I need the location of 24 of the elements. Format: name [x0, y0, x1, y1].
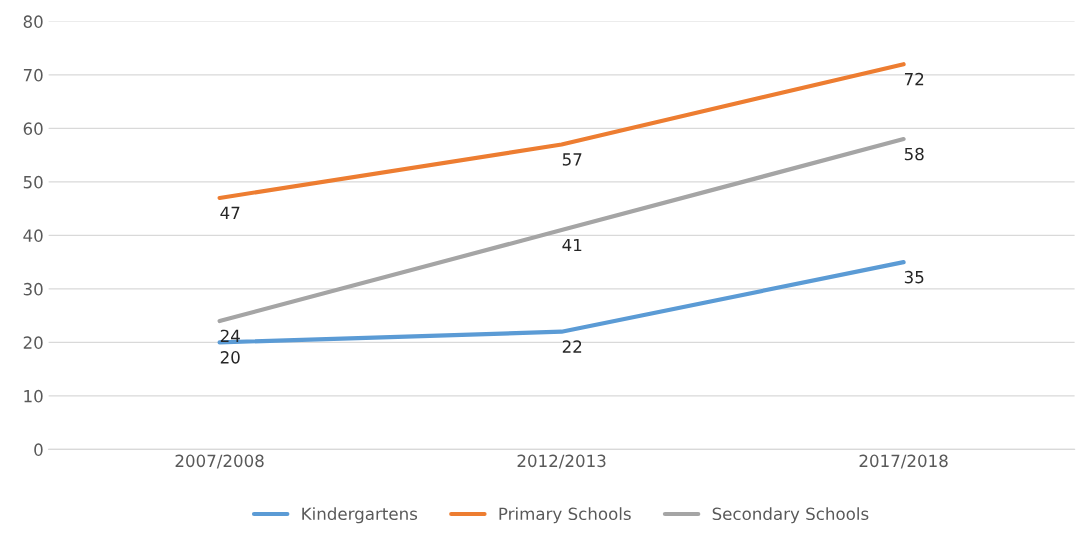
- data-label: 41: [562, 238, 582, 252]
- y-tick-label: 30: [23, 282, 43, 296]
- y-tick-label: 20: [23, 336, 43, 349]
- y-tick-label: 0: [34, 443, 43, 456]
- y-tick-label: 60: [23, 122, 43, 135]
- x-tick-label: 2017/2018: [859, 454, 948, 469]
- y-tick-label: 10: [24, 389, 43, 403]
- x-tick-label: 2007/2008: [175, 454, 264, 469]
- y-tick-label: 70: [23, 68, 43, 82]
- data-label: 24: [220, 329, 240, 342]
- legend-label: Secondary Schools: [712, 507, 869, 524]
- data-label: 72: [904, 72, 924, 86]
- data-label: 35: [904, 270, 924, 284]
- legend-label: Kindergartens: [302, 507, 418, 524]
- data-label: 22: [562, 340, 582, 353]
- data-label: 57: [562, 153, 582, 166]
- legend-label: Primary Schools: [499, 507, 631, 524]
- data-label: 20: [220, 351, 240, 364]
- y-tick-label: 50: [23, 175, 43, 189]
- data-label: 47: [220, 206, 240, 219]
- y-tick-label: 80: [23, 15, 43, 28]
- y-tick-label: 40: [23, 229, 43, 242]
- x-tick-label: 2012/2013: [517, 454, 606, 469]
- data-label: 58: [904, 147, 924, 161]
